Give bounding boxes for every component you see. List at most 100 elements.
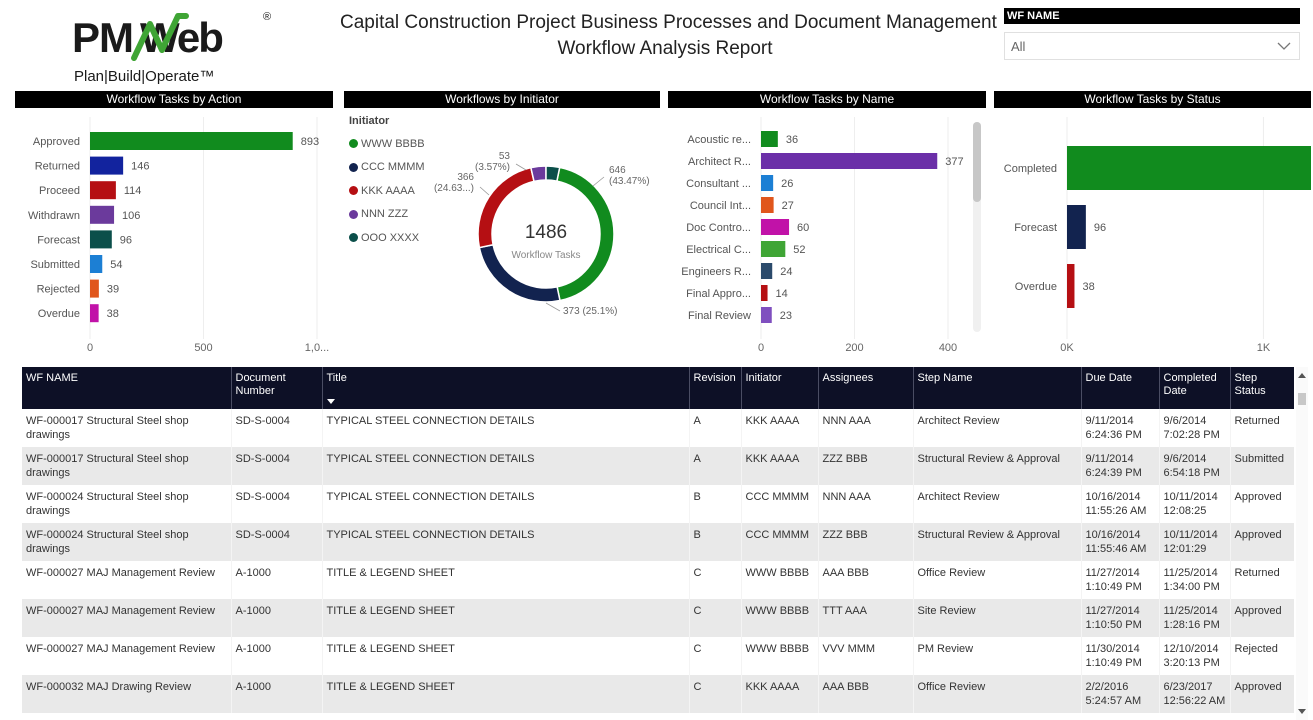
name-chart-scrollbar[interactable]	[973, 122, 981, 332]
chart-by-status-svg: 0K1KCompleted1352Forecast96Overdue38	[1004, 117, 1311, 354]
by_initiator-plot: 1486 Workflow Tasks 646 (43.47%) 373 (25.1%)…	[434, 151, 650, 317]
bar[interactable]	[761, 241, 786, 257]
table-cell: C	[689, 637, 742, 675]
bar[interactable]	[761, 131, 778, 147]
wf-name-slicer: WF NAME All	[1004, 8, 1300, 60]
category-label: Architect R...	[688, 156, 751, 168]
table-cell: TYPICAL STEEL CONNECTION DETAILS	[322, 485, 690, 523]
bar[interactable]	[761, 285, 768, 301]
legend-item[interactable]: CCC MMMM	[349, 156, 469, 180]
column-header[interactable]: Step Status	[1230, 367, 1294, 409]
bar[interactable]	[90, 230, 112, 249]
table-cell: 11/25/2014 1:28:16 PM	[1159, 599, 1231, 637]
table-cell: WF-000017 Structural Steel shop drawings	[22, 409, 232, 447]
data-label: 96	[120, 234, 132, 246]
x-tick-label: 0K	[1060, 342, 1074, 354]
column-header-label: Step Status	[1234, 372, 1266, 397]
table-row[interactable]: WF-000027 MAJ Management Review A-1000 TIT…	[22, 561, 1294, 599]
table-cell: 12/10/2014 3:20:13 PM	[1159, 637, 1231, 675]
data-label: 60	[797, 222, 809, 234]
scroll-down-icon[interactable]	[1298, 709, 1306, 714]
table-row[interactable]: WF-000024 Structural Steel shop drawings…	[22, 485, 1294, 523]
bar[interactable]	[761, 197, 774, 213]
bar[interactable]	[761, 263, 773, 279]
bar[interactable]	[761, 307, 772, 323]
column-header[interactable]: Revision	[689, 367, 742, 409]
table-scrollbar[interactable]	[1296, 367, 1308, 720]
table-cell: A-1000	[231, 599, 323, 637]
table-cell: Architect Review	[913, 409, 1082, 447]
bar[interactable]	[1067, 264, 1075, 308]
category-label: Engineers R...	[681, 266, 751, 278]
table-row[interactable]: WF-000027 MAJ Management Review A-1000 TIT…	[22, 637, 1294, 675]
chart-by-action: 0 500 1,0... Approved 893 Returned 146 Proceed 1…	[15, 112, 333, 357]
sort-descending-icon[interactable]	[326, 399, 335, 404]
column-header-label: Due Date	[1085, 372, 1132, 384]
table-cell: 11/30/2014 1:10:49 PM	[1081, 637, 1160, 675]
panel-title-name: Workflow Tasks by Name	[668, 91, 986, 108]
legend-item[interactable]: WWW BBBB	[349, 132, 469, 156]
column-header[interactable]: Assignees	[818, 367, 914, 409]
table-cell: A-1000	[231, 561, 323, 599]
bar[interactable]	[1067, 146, 1311, 190]
donut-slice[interactable]	[545, 165, 561, 182]
table-cell: KKK AAAA	[741, 447, 819, 485]
bar[interactable]	[1067, 205, 1086, 249]
x-tick-label: 1K	[1257, 342, 1271, 354]
legend-item[interactable]: NNN ZZZ	[349, 203, 469, 227]
category-label: Approved	[33, 136, 80, 148]
data-label: 26	[781, 178, 793, 190]
table-row[interactable]: WF-000032 MAJ Drawing Review A-1000 TITLE …	[22, 675, 1294, 713]
column-header[interactable]: Due Date	[1081, 367, 1160, 409]
table-row[interactable]: WF-000024 Structural Steel shop drawings…	[22, 523, 1294, 561]
leader-line	[545, 302, 561, 312]
column-header[interactable]: Step Name	[913, 367, 1082, 409]
table-scroll-thumb[interactable]	[1298, 393, 1306, 405]
column-header-label: Document Number	[235, 372, 286, 397]
table-cell: 9/6/2014 7:02:28 PM	[1159, 409, 1231, 447]
bar[interactable]	[761, 153, 938, 169]
bar[interactable]	[90, 156, 124, 175]
legend-item[interactable]: OOO XXXX	[349, 226, 469, 250]
bar[interactable]	[761, 219, 790, 235]
table-cell: WF-000032 MAJ Drawing Review	[22, 675, 232, 713]
bar[interactable]	[90, 279, 99, 298]
chevron-down-icon[interactable]	[1275, 33, 1293, 59]
table-cell: C	[689, 561, 742, 599]
wf-name-dropdown[interactable]: All	[1004, 32, 1300, 60]
column-header[interactable]: Title	[322, 367, 690, 409]
bar[interactable]	[90, 132, 293, 150]
table-cell: 9/11/2014 6:24:39 PM	[1081, 447, 1160, 485]
legend-item[interactable]: KKK AAAA	[349, 179, 469, 203]
table-row[interactable]: WF-000017 Structural Steel shop drawings…	[22, 409, 1294, 447]
bar[interactable]	[90, 304, 99, 323]
category-label: Returned	[35, 161, 80, 173]
data-label: 38	[107, 308, 119, 320]
table-cell: NNN AAA	[818, 409, 914, 447]
column-header[interactable]: Document Number	[231, 367, 323, 409]
bar[interactable]	[90, 205, 115, 224]
bar[interactable]	[90, 255, 103, 273]
bar[interactable]	[90, 181, 116, 200]
table-cell: AAA BBB	[818, 675, 914, 713]
donut-slice[interactable]	[529, 165, 547, 183]
scroll-up-icon[interactable]	[1298, 373, 1306, 378]
column-header[interactable]: Initiator	[741, 367, 819, 409]
table-cell: Office Review	[913, 675, 1082, 713]
table-cell: 10/11/2014 12:01:29	[1159, 523, 1231, 561]
table-cell: Office Review	[913, 561, 1082, 599]
category-label: Submitted	[30, 259, 80, 271]
table-cell: Returned	[1230, 409, 1294, 447]
column-header[interactable]: Completed Date	[1159, 367, 1231, 409]
name-chart-scroll-thumb[interactable]	[973, 122, 981, 202]
table-cell: TITLE & LEGEND SHEET	[322, 675, 690, 713]
table-row[interactable]: WF-000027 MAJ Management Review A-1000 TIT…	[22, 599, 1294, 637]
chart-by-name-svg: 0 200 400 Acoustic re... 36 Architect R... 377…	[681, 117, 964, 354]
logo-swoosh	[131, 13, 189, 61]
logo-web-text: Web	[140, 14, 222, 61]
bar[interactable]	[761, 175, 774, 191]
slicer-selected-value: All	[1011, 39, 1026, 54]
panel-title-initiator: Workflows by Initiator	[344, 91, 660, 108]
column-header[interactable]: WF NAME	[22, 367, 232, 409]
table-row[interactable]: WF-000017 Structural Steel shop drawings…	[22, 447, 1294, 485]
